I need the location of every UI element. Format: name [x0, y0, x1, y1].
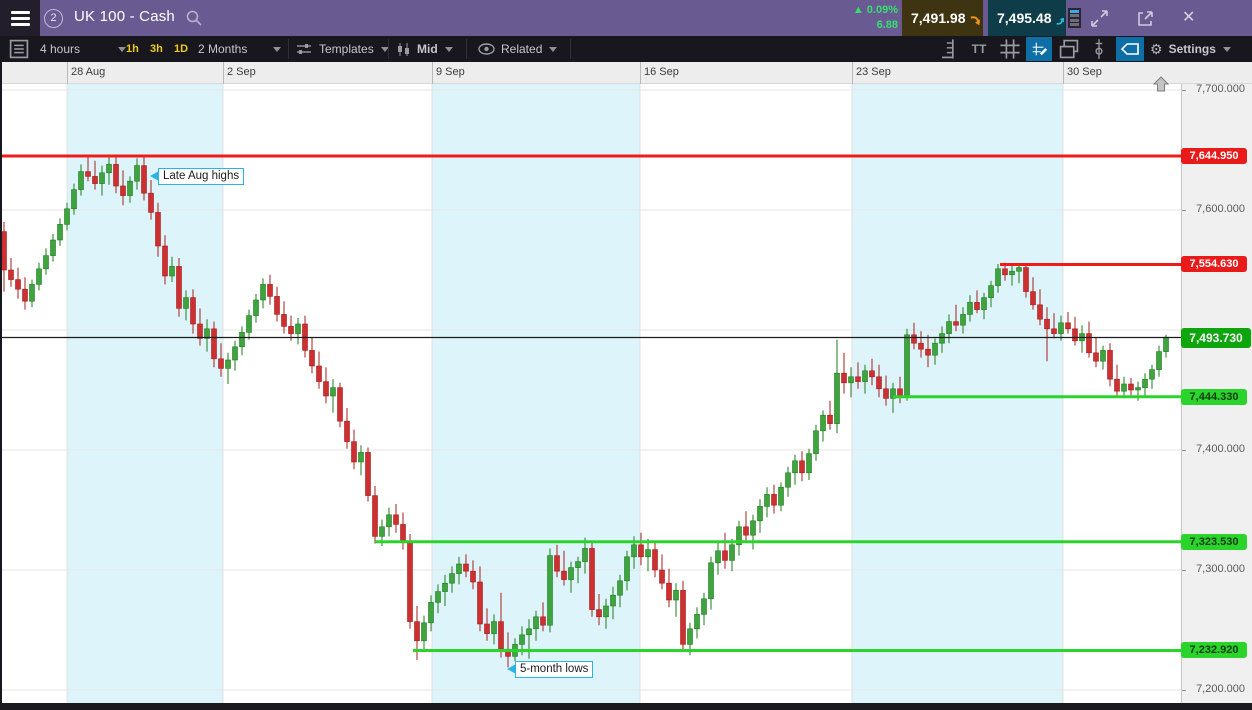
cascade-windows-icon[interactable] [1056, 37, 1082, 61]
hamburger-menu-button[interactable] [0, 0, 40, 36]
date-tick [852, 62, 853, 84]
quick-timeframe-3h[interactable]: 3h [150, 43, 163, 55]
date-tick [432, 62, 433, 84]
chevron-down-icon [1222, 46, 1231, 52]
date-label: 28 Aug [71, 66, 106, 78]
date-tick [1063, 62, 1064, 84]
divider [388, 39, 389, 59]
chevron-down-icon [118, 46, 127, 52]
watchlist-icon[interactable] [6, 37, 32, 61]
candlestick-icon [398, 42, 409, 56]
instrument-title: UK 100 - Cash [74, 8, 175, 25]
text-annotation-icon[interactable]: TT [971, 42, 987, 56]
divider [466, 39, 467, 59]
divider [570, 39, 571, 59]
price-tick-label: 7,200.000 [1196, 683, 1245, 695]
window-left-border [0, 62, 2, 703]
templates-dropdown[interactable]: Templates [296, 36, 389, 62]
price-tick-label: 7,700.000 [1196, 83, 1245, 95]
buy-price-button[interactable]: 7,495.48 [988, 0, 1066, 36]
gear-icon: ⚙ [1150, 40, 1163, 57]
price-tick-label: 7,600.000 [1196, 203, 1245, 215]
price-tick [1182, 690, 1186, 691]
chart-annotation[interactable]: 5-month lows [506, 661, 594, 678]
range-dropdown[interactable]: 2 Months [198, 36, 282, 62]
date-tick [640, 62, 641, 84]
sliders-icon [297, 44, 311, 54]
settings-button[interactable]: ⚙ Settings [1150, 36, 1231, 62]
change-absolute: 6.88 [876, 19, 898, 31]
crosshair-marker-icon[interactable] [1088, 37, 1110, 61]
price-tick-label: 7,400.000 [1196, 443, 1245, 455]
chevron-down-icon [380, 46, 389, 52]
level-price-badge: 7,554.630 [1181, 256, 1247, 273]
price-axis[interactable]: 7,700.000 7,600.000 7,400.000 7,300.000 7,20… [1181, 83, 1252, 703]
chevron-down-icon [444, 46, 453, 52]
chart-toolbar: 4 hours 1h 3h 1D 2 Months Templates [0, 36, 1252, 62]
price-tick [1182, 90, 1186, 91]
title-bar: 2 UK 100 - Cash ▲ 0.09% 6.88 7,491.98 7,… [0, 0, 1252, 36]
date-tick [67, 62, 68, 84]
axis-scale-icon[interactable] [936, 37, 960, 61]
quick-timeframe-1d[interactable]: 1D [174, 43, 189, 55]
buy-trend-arrow-icon [1055, 17, 1064, 25]
divider [288, 39, 289, 59]
date-label: 16 Sep [644, 66, 679, 78]
chevron-down-icon [549, 46, 558, 52]
scroll-to-latest-button[interactable] [1152, 76, 1170, 92]
date-label: 30 Sep [1067, 66, 1102, 78]
chart-plot-area[interactable] [0, 84, 1181, 703]
sell-trend-arrow-icon [970, 16, 980, 26]
sell-price-button[interactable]: 7,491.98 [902, 0, 983, 36]
price-tick [1182, 570, 1186, 571]
related-dropdown[interactable]: Related [478, 36, 558, 62]
tab-count-badge[interactable]: 2 [44, 9, 63, 28]
current-price-badge: 7,493.730 [1181, 327, 1251, 348]
chart-annotation[interactable]: Late Aug highs [149, 168, 245, 185]
price-label-tool-icon[interactable] [1116, 37, 1144, 61]
price-tick [1182, 210, 1186, 211]
draw-tool-icon[interactable] [1026, 37, 1052, 61]
search-icon[interactable] [186, 10, 202, 26]
grid-icon[interactable] [998, 37, 1022, 61]
change-percent: 0.09% [866, 4, 898, 16]
level-price-badge: 7,444.330 [1181, 388, 1247, 405]
popout-icon[interactable] [1136, 9, 1155, 28]
date-label: 2 Sep [227, 66, 256, 78]
price-tick [1182, 450, 1186, 451]
date-label: 9 Sep [436, 66, 465, 78]
chevron-down-icon [273, 46, 282, 52]
market-depth-icon[interactable] [1068, 8, 1081, 28]
change-block: ▲ 0.09% 6.88 [838, 3, 898, 33]
date-label: 23 Sep [856, 66, 891, 78]
sell-price: 7,491.98 [911, 10, 966, 26]
quick-timeframe-1h[interactable]: 1h [126, 43, 139, 55]
close-icon[interactable]: ✕ [1182, 9, 1196, 26]
level-price-badge: 7,323.530 [1181, 533, 1247, 550]
bottom-bar [0, 703, 1252, 710]
level-price-badge: 7,232.920 [1181, 642, 1247, 659]
date-tick [223, 62, 224, 84]
buy-price: 7,495.48 [997, 10, 1052, 26]
timeframe-dropdown[interactable]: 4 hours [40, 36, 127, 62]
price-type-dropdown[interactable]: Mid [396, 36, 453, 62]
expand-icon[interactable] [1090, 9, 1109, 28]
level-price-badge: 7,644.950 [1181, 148, 1247, 165]
up-triangle-icon: ▲ [852, 4, 864, 16]
price-tick-label: 7,300.000 [1196, 563, 1245, 575]
eye-icon [478, 43, 495, 55]
date-axis[interactable]: 28 Aug 2 Sep 9 Sep 16 Sep 23 Sep 30 Sep [0, 62, 1252, 84]
